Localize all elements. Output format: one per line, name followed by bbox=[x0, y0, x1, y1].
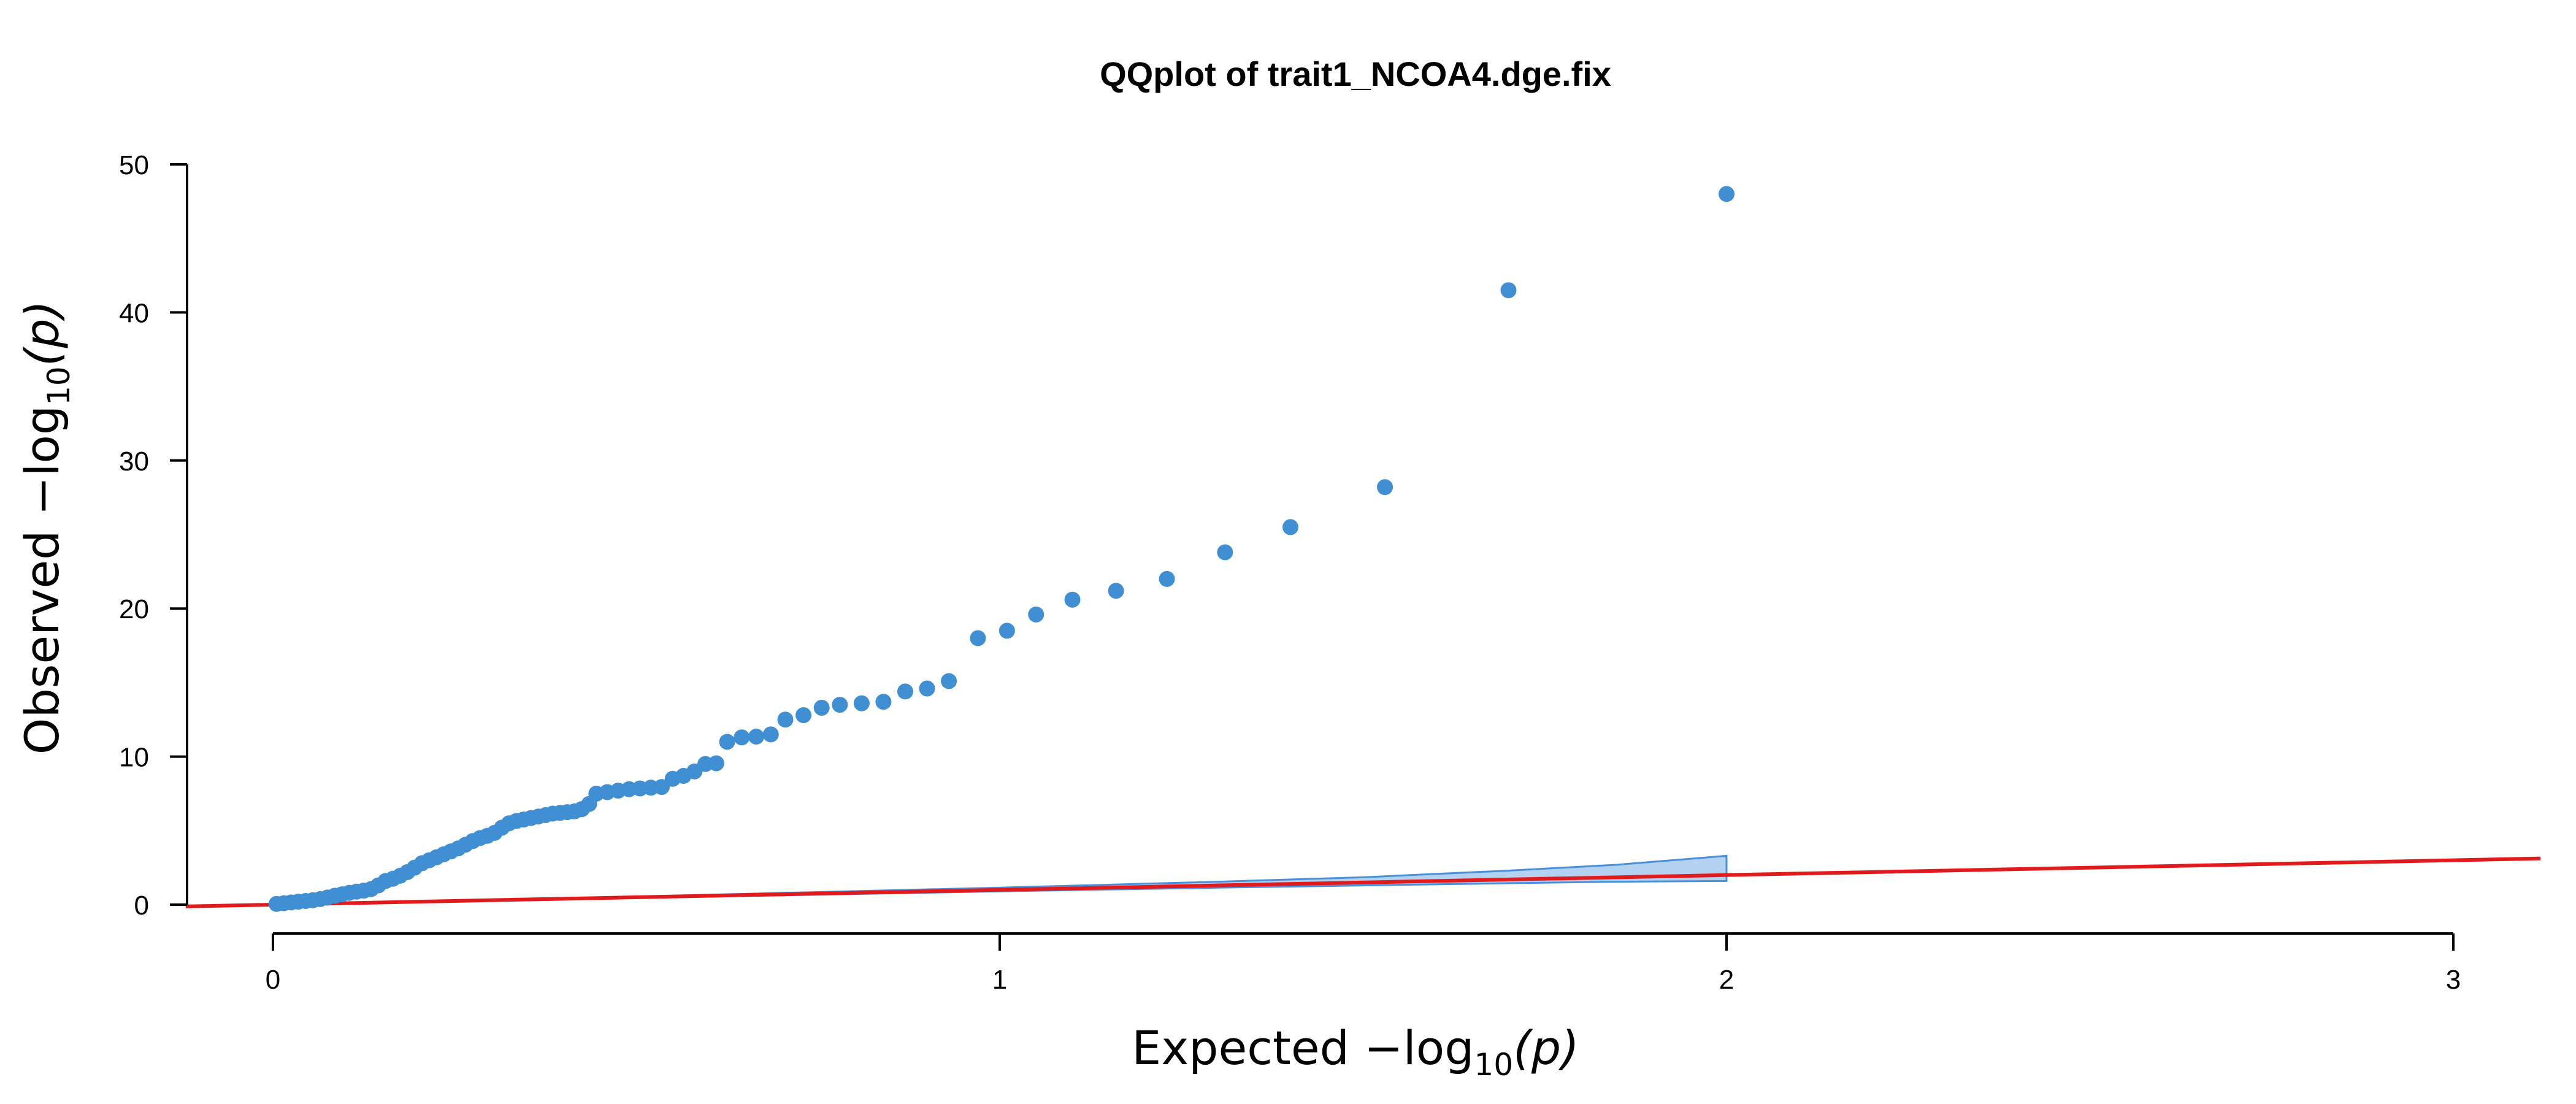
data-point bbox=[1064, 591, 1081, 608]
data-point bbox=[719, 734, 735, 750]
data-point bbox=[853, 695, 870, 711]
data-point bbox=[1377, 479, 1393, 496]
data-point bbox=[897, 683, 913, 700]
data-point bbox=[1159, 570, 1175, 587]
chart-title: QQplot of trait1_NCOA4.dge.fix bbox=[1100, 55, 1611, 93]
data-point bbox=[1028, 606, 1045, 623]
y-tick-label: 30 bbox=[119, 447, 149, 477]
y-axis-label-prefix: Observed −log bbox=[15, 405, 69, 754]
data-point bbox=[795, 707, 812, 724]
y-tick-label: 20 bbox=[119, 594, 149, 624]
x-axis-ticks: 0 1 2 3 bbox=[266, 933, 2461, 995]
data-point bbox=[653, 779, 670, 795]
data-point bbox=[777, 711, 794, 728]
x-tick-label: 2 bbox=[1719, 965, 1734, 995]
y-axis-label-suffix: (p) bbox=[15, 301, 69, 367]
reference-line bbox=[185, 856, 2541, 908]
axes: 0 1 2 3 0 10 20 30 40 50 bbox=[119, 150, 2461, 995]
data-point bbox=[999, 623, 1015, 639]
x-axis-label-subscript: 10 bbox=[1474, 1047, 1514, 1083]
y-tick-label: 50 bbox=[119, 150, 149, 180]
data-point bbox=[748, 729, 765, 745]
y-axis-ticks: 0 10 20 30 40 50 bbox=[119, 150, 187, 921]
y-tick-label: 40 bbox=[119, 298, 149, 328]
data-point bbox=[813, 699, 830, 716]
data-point bbox=[1500, 282, 1517, 299]
data-point bbox=[1282, 519, 1298, 535]
y-axis-label: Observed −log10(p) bbox=[15, 301, 77, 755]
data-point bbox=[832, 697, 848, 713]
x-tick-label: 1 bbox=[992, 965, 1007, 995]
data-point bbox=[1108, 583, 1124, 599]
data-point bbox=[941, 673, 957, 689]
x-tick-label: 3 bbox=[2446, 965, 2461, 995]
data-point bbox=[919, 680, 935, 697]
data-point bbox=[1719, 186, 1735, 202]
data-point bbox=[1217, 544, 1233, 561]
data-points bbox=[268, 186, 1735, 912]
x-axis-label: Expected −log10(p) bbox=[1132, 1021, 1579, 1083]
y-tick-label: 10 bbox=[119, 743, 149, 773]
data-point bbox=[708, 755, 724, 772]
data-point bbox=[734, 729, 750, 746]
x-axis-label-prefix: Expected −log bbox=[1132, 1021, 1474, 1075]
data-point bbox=[970, 630, 986, 646]
x-tick-label: 0 bbox=[266, 965, 280, 995]
y-tick-label: 0 bbox=[134, 891, 149, 921]
x-axis-label-suffix: (p) bbox=[1513, 1021, 1579, 1075]
data-point bbox=[762, 726, 779, 743]
data-point bbox=[875, 694, 892, 710]
y-axis-label-subscript: 10 bbox=[41, 366, 77, 405]
plot-area bbox=[185, 186, 2541, 912]
